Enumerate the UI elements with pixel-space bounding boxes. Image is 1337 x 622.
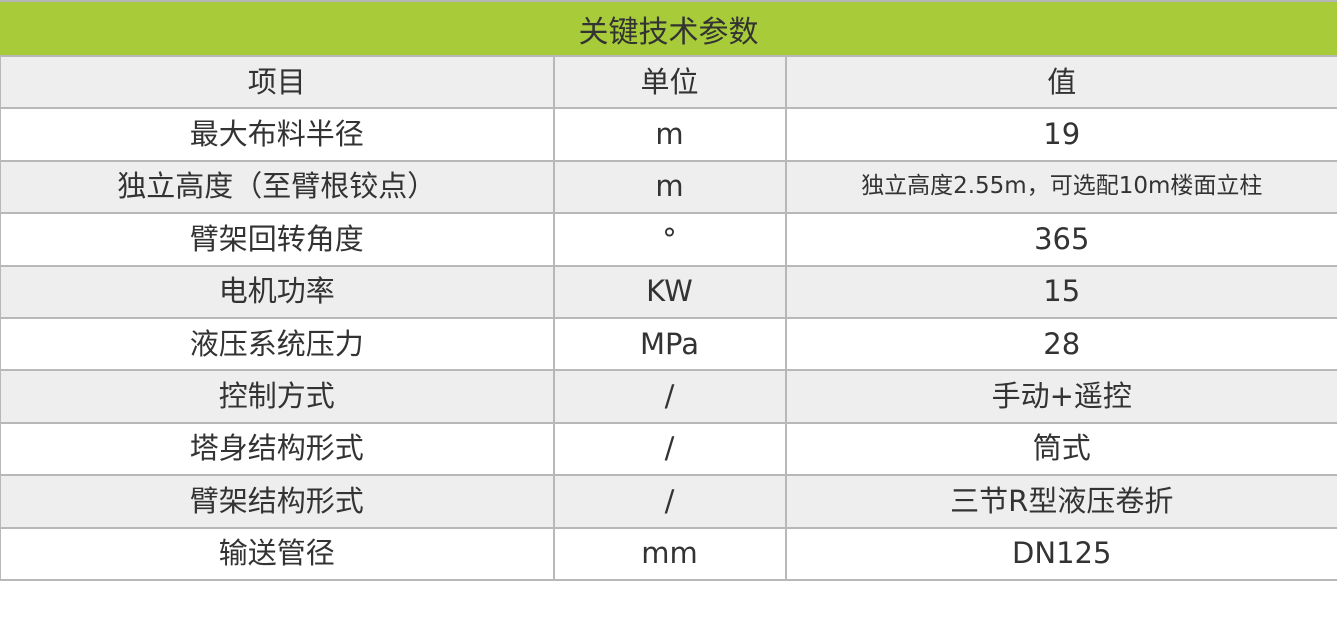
cell-unit: mm: [552, 526, 787, 581]
cell-value: 手动+遥控: [784, 369, 1337, 424]
cell-unit: m: [552, 159, 787, 215]
cell-unit: m: [552, 107, 787, 162]
cell-value: 365: [784, 212, 1337, 267]
table-row: 电机功率 KW 15: [0, 264, 1337, 319]
cell-unit: °: [552, 212, 787, 267]
cell-item: 液压系统压力: [0, 316, 555, 372]
cell-item: 最大布料半径: [0, 107, 555, 162]
table-row: 输送管径 mm DN125: [0, 526, 1337, 581]
cell-item: 控制方式: [0, 369, 555, 424]
spec-table-container: 关键技术参数 项目 单位 值 最大布料半径 m 19 独立高度（至臂根铰点） m 独立高度…: [0, 0, 1337, 581]
table-row: 臂架结构形式 / 三节R型液压卷折: [0, 474, 1337, 529]
cell-item: 塔身结构形式: [0, 421, 555, 477]
cell-value: 19: [784, 107, 1337, 162]
header-unit: 单位: [552, 54, 787, 110]
table-title: 关键技术参数: [0, 0, 1337, 55]
table-row: 独立高度（至臂根铰点） m 独立高度2.55m，可选配10m楼面立柱: [0, 159, 1337, 215]
table-row: 最大布料半径 m 19: [0, 107, 1337, 162]
cell-item: 臂架结构形式: [0, 474, 555, 529]
cell-item: 输送管径: [0, 526, 555, 581]
cell-value: 独立高度2.55m，可选配10m楼面立柱: [784, 159, 1337, 215]
header-value: 值: [784, 54, 1337, 110]
header-item: 项目: [0, 54, 555, 110]
cell-value: 28: [784, 316, 1337, 372]
cell-unit: /: [552, 421, 787, 477]
cell-value: 15: [784, 264, 1337, 319]
cell-unit: /: [552, 369, 787, 424]
cell-value: DN125: [784, 526, 1337, 581]
cell-unit: /: [552, 474, 787, 529]
cell-unit: KW: [552, 264, 787, 319]
cell-item: 电机功率: [0, 264, 555, 319]
cell-value: 三节R型液压卷折: [784, 474, 1337, 529]
cell-value: 筒式: [784, 421, 1337, 477]
table-row: 塔身结构形式 / 筒式: [0, 421, 1337, 477]
table-row: 臂架回转角度 ° 365: [0, 212, 1337, 267]
table-row: 控制方式 / 手动+遥控: [0, 369, 1337, 424]
cell-item: 独立高度（至臂根铰点）: [0, 159, 555, 215]
header-row: 项目 单位 值: [0, 54, 1337, 110]
spec-table: 项目 单位 值 最大布料半径 m 19 独立高度（至臂根铰点） m 独立高度2.55m，可…: [0, 54, 1337, 581]
cell-unit: MPa: [552, 316, 787, 372]
table-row: 液压系统压力 MPa 28: [0, 316, 1337, 372]
cell-item: 臂架回转角度: [0, 212, 555, 267]
